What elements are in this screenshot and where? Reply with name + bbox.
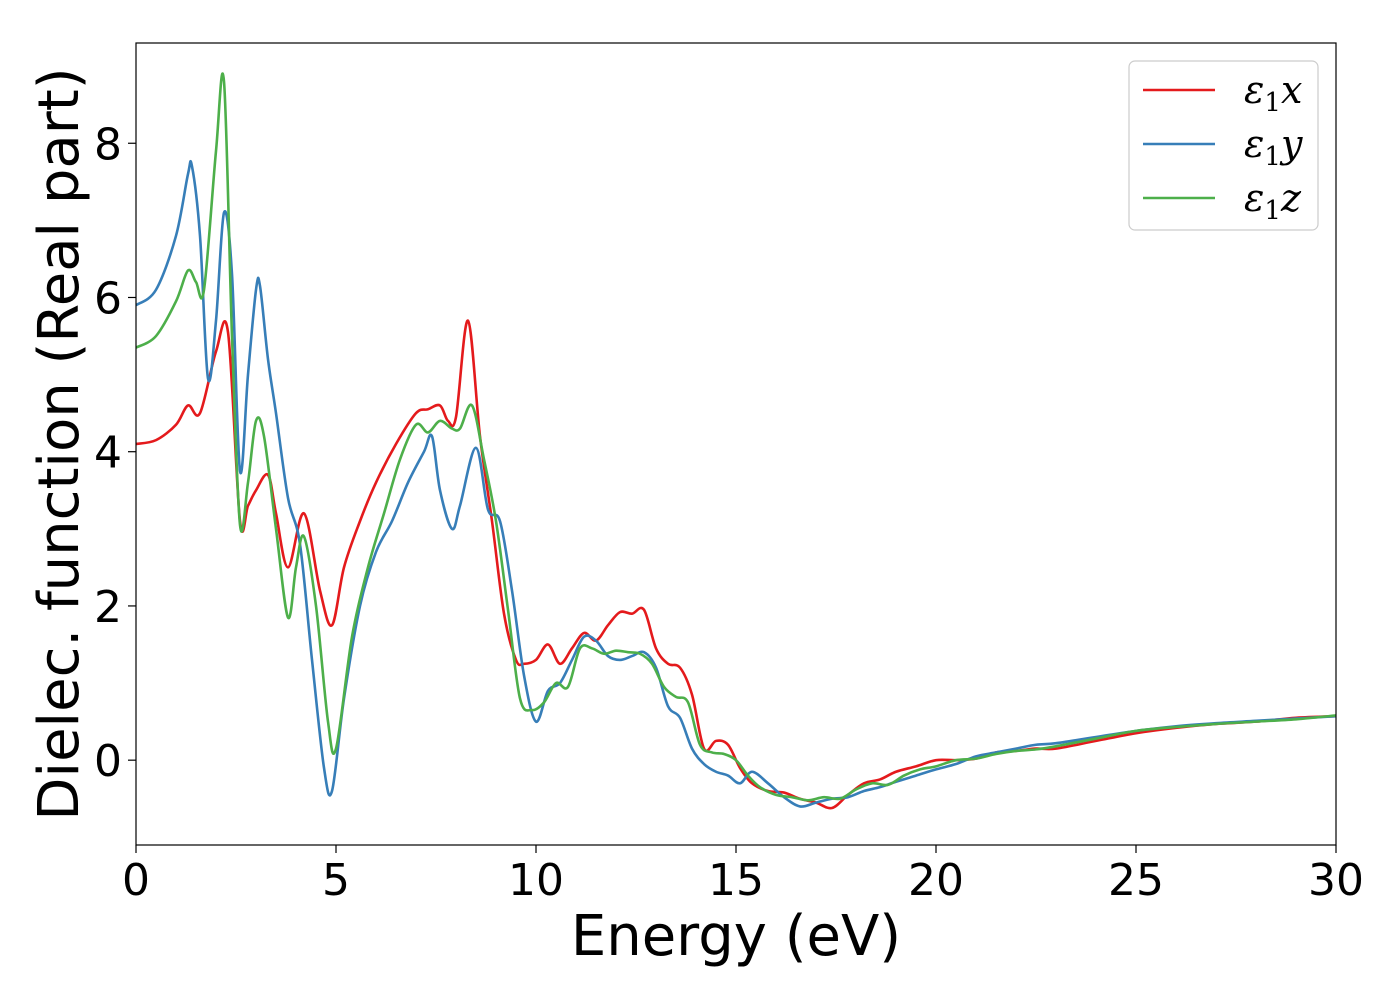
x-tick-label: 20	[908, 855, 964, 906]
y-tick-label: 2	[94, 582, 122, 633]
y-tick-label: 6	[94, 273, 122, 324]
legend-label-y: ε1y	[1244, 122, 1303, 172]
x-tick-label: 25	[1108, 855, 1164, 906]
y-tick-label: 0	[94, 736, 122, 787]
y-tick-label: 4	[94, 428, 122, 479]
legend-label-x: ε1x	[1244, 68, 1302, 118]
axes: 0 5 10 15 20 25 30 0 2 4 6 8	[94, 42, 1364, 906]
x-tick-label: 15	[708, 855, 764, 906]
x-tick-label: 30	[1308, 855, 1364, 906]
x-tick-label: 10	[508, 855, 564, 906]
x-tick-label: 0	[122, 855, 150, 906]
legend-box	[1128, 60, 1319, 231]
x-axis-label: Energy (eV)	[571, 904, 901, 969]
series-line-y	[136, 159, 1336, 808]
legend-label-z: ε1z	[1244, 176, 1302, 226]
plot-area	[136, 72, 1336, 810]
y-tick-label: 8	[94, 119, 122, 170]
x-tick-label: 5	[322, 855, 350, 906]
series-line-z	[136, 72, 1336, 802]
y-axis-label: Dielec. function (Real part)	[27, 67, 92, 820]
